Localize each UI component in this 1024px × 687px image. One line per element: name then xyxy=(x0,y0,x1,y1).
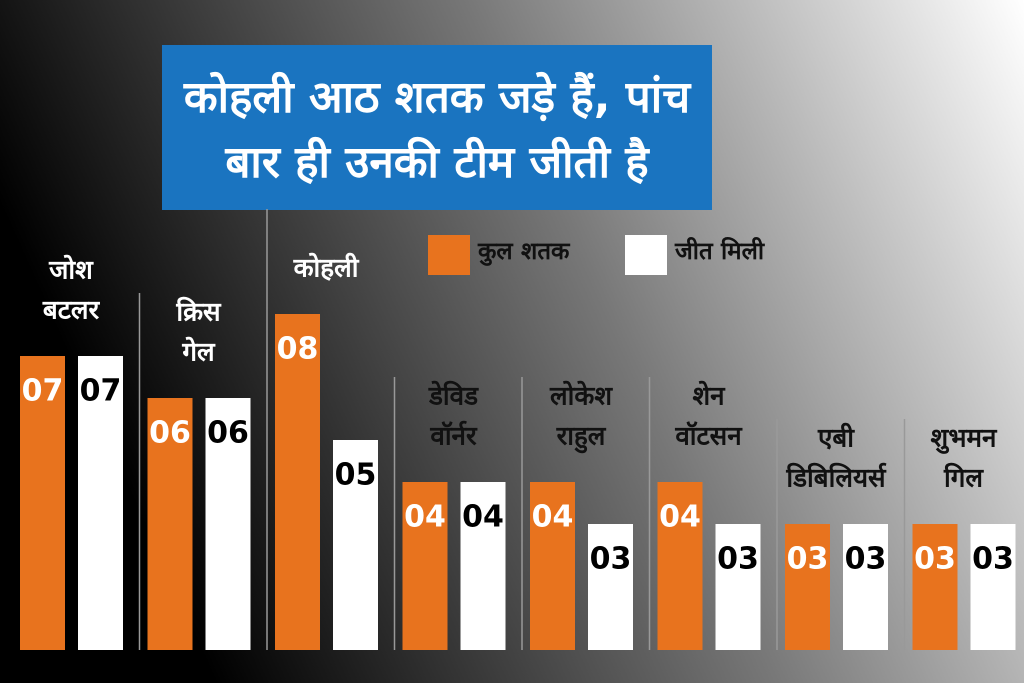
bar xyxy=(147,398,193,650)
value-label: 04 xyxy=(462,500,504,535)
bar xyxy=(970,524,1016,650)
legend-label: कुल शतक xyxy=(477,237,571,266)
value-label: 06 xyxy=(207,416,249,451)
bar xyxy=(843,524,888,650)
category-label: गेल xyxy=(181,337,216,368)
value-label: 03 xyxy=(914,542,956,577)
category-label: राहुल xyxy=(556,422,607,454)
bar xyxy=(275,314,320,650)
bar xyxy=(205,398,251,650)
category-label: वॉर्नर xyxy=(429,421,478,452)
value-label: 04 xyxy=(404,500,446,535)
category-label: क्रिस xyxy=(175,297,222,328)
category-label: डेविड xyxy=(428,381,479,412)
bar xyxy=(402,482,448,650)
category-label: डिबिलियर्स xyxy=(785,463,887,494)
bar xyxy=(530,482,575,650)
value-label: 04 xyxy=(659,500,701,535)
bar xyxy=(460,482,506,650)
legend-swatch xyxy=(625,235,667,275)
value-label: 03 xyxy=(972,542,1014,577)
value-label: 04 xyxy=(532,500,574,535)
value-label: 07 xyxy=(80,374,122,409)
bar xyxy=(78,356,123,650)
chart-title: कोहली आठ शतक जड़े हैं, पांच xyxy=(183,71,692,123)
value-label: 03 xyxy=(590,542,632,577)
category-label: जोश xyxy=(48,255,94,286)
chart-title: बार ही उनकी टीम जीती है xyxy=(224,136,650,188)
bar xyxy=(715,524,761,650)
legend-swatch xyxy=(428,235,470,275)
category-label: शेन xyxy=(692,381,726,412)
value-label: 05 xyxy=(335,458,377,493)
bar xyxy=(657,482,703,650)
value-label: 03 xyxy=(845,542,887,577)
category-label: कोहली xyxy=(293,253,360,284)
category-label: गिल xyxy=(943,463,984,494)
value-label: 03 xyxy=(787,542,829,577)
category-label: बटलर xyxy=(42,296,101,326)
title-box xyxy=(162,45,712,210)
value-label: 08 xyxy=(277,332,319,367)
bar xyxy=(785,524,830,650)
legend-label: जीत मिली xyxy=(674,237,765,265)
category-label: लोकेश xyxy=(549,381,613,412)
bar xyxy=(912,524,958,650)
category-label: एबी xyxy=(817,423,855,454)
value-label: 03 xyxy=(717,542,759,577)
bar xyxy=(333,440,378,650)
value-label: 06 xyxy=(149,416,191,451)
category-label: शुभमन xyxy=(931,424,999,455)
bar xyxy=(588,524,633,650)
value-label: 07 xyxy=(22,374,64,409)
bar xyxy=(20,356,65,650)
category-label: वॉटसन xyxy=(674,421,743,452)
